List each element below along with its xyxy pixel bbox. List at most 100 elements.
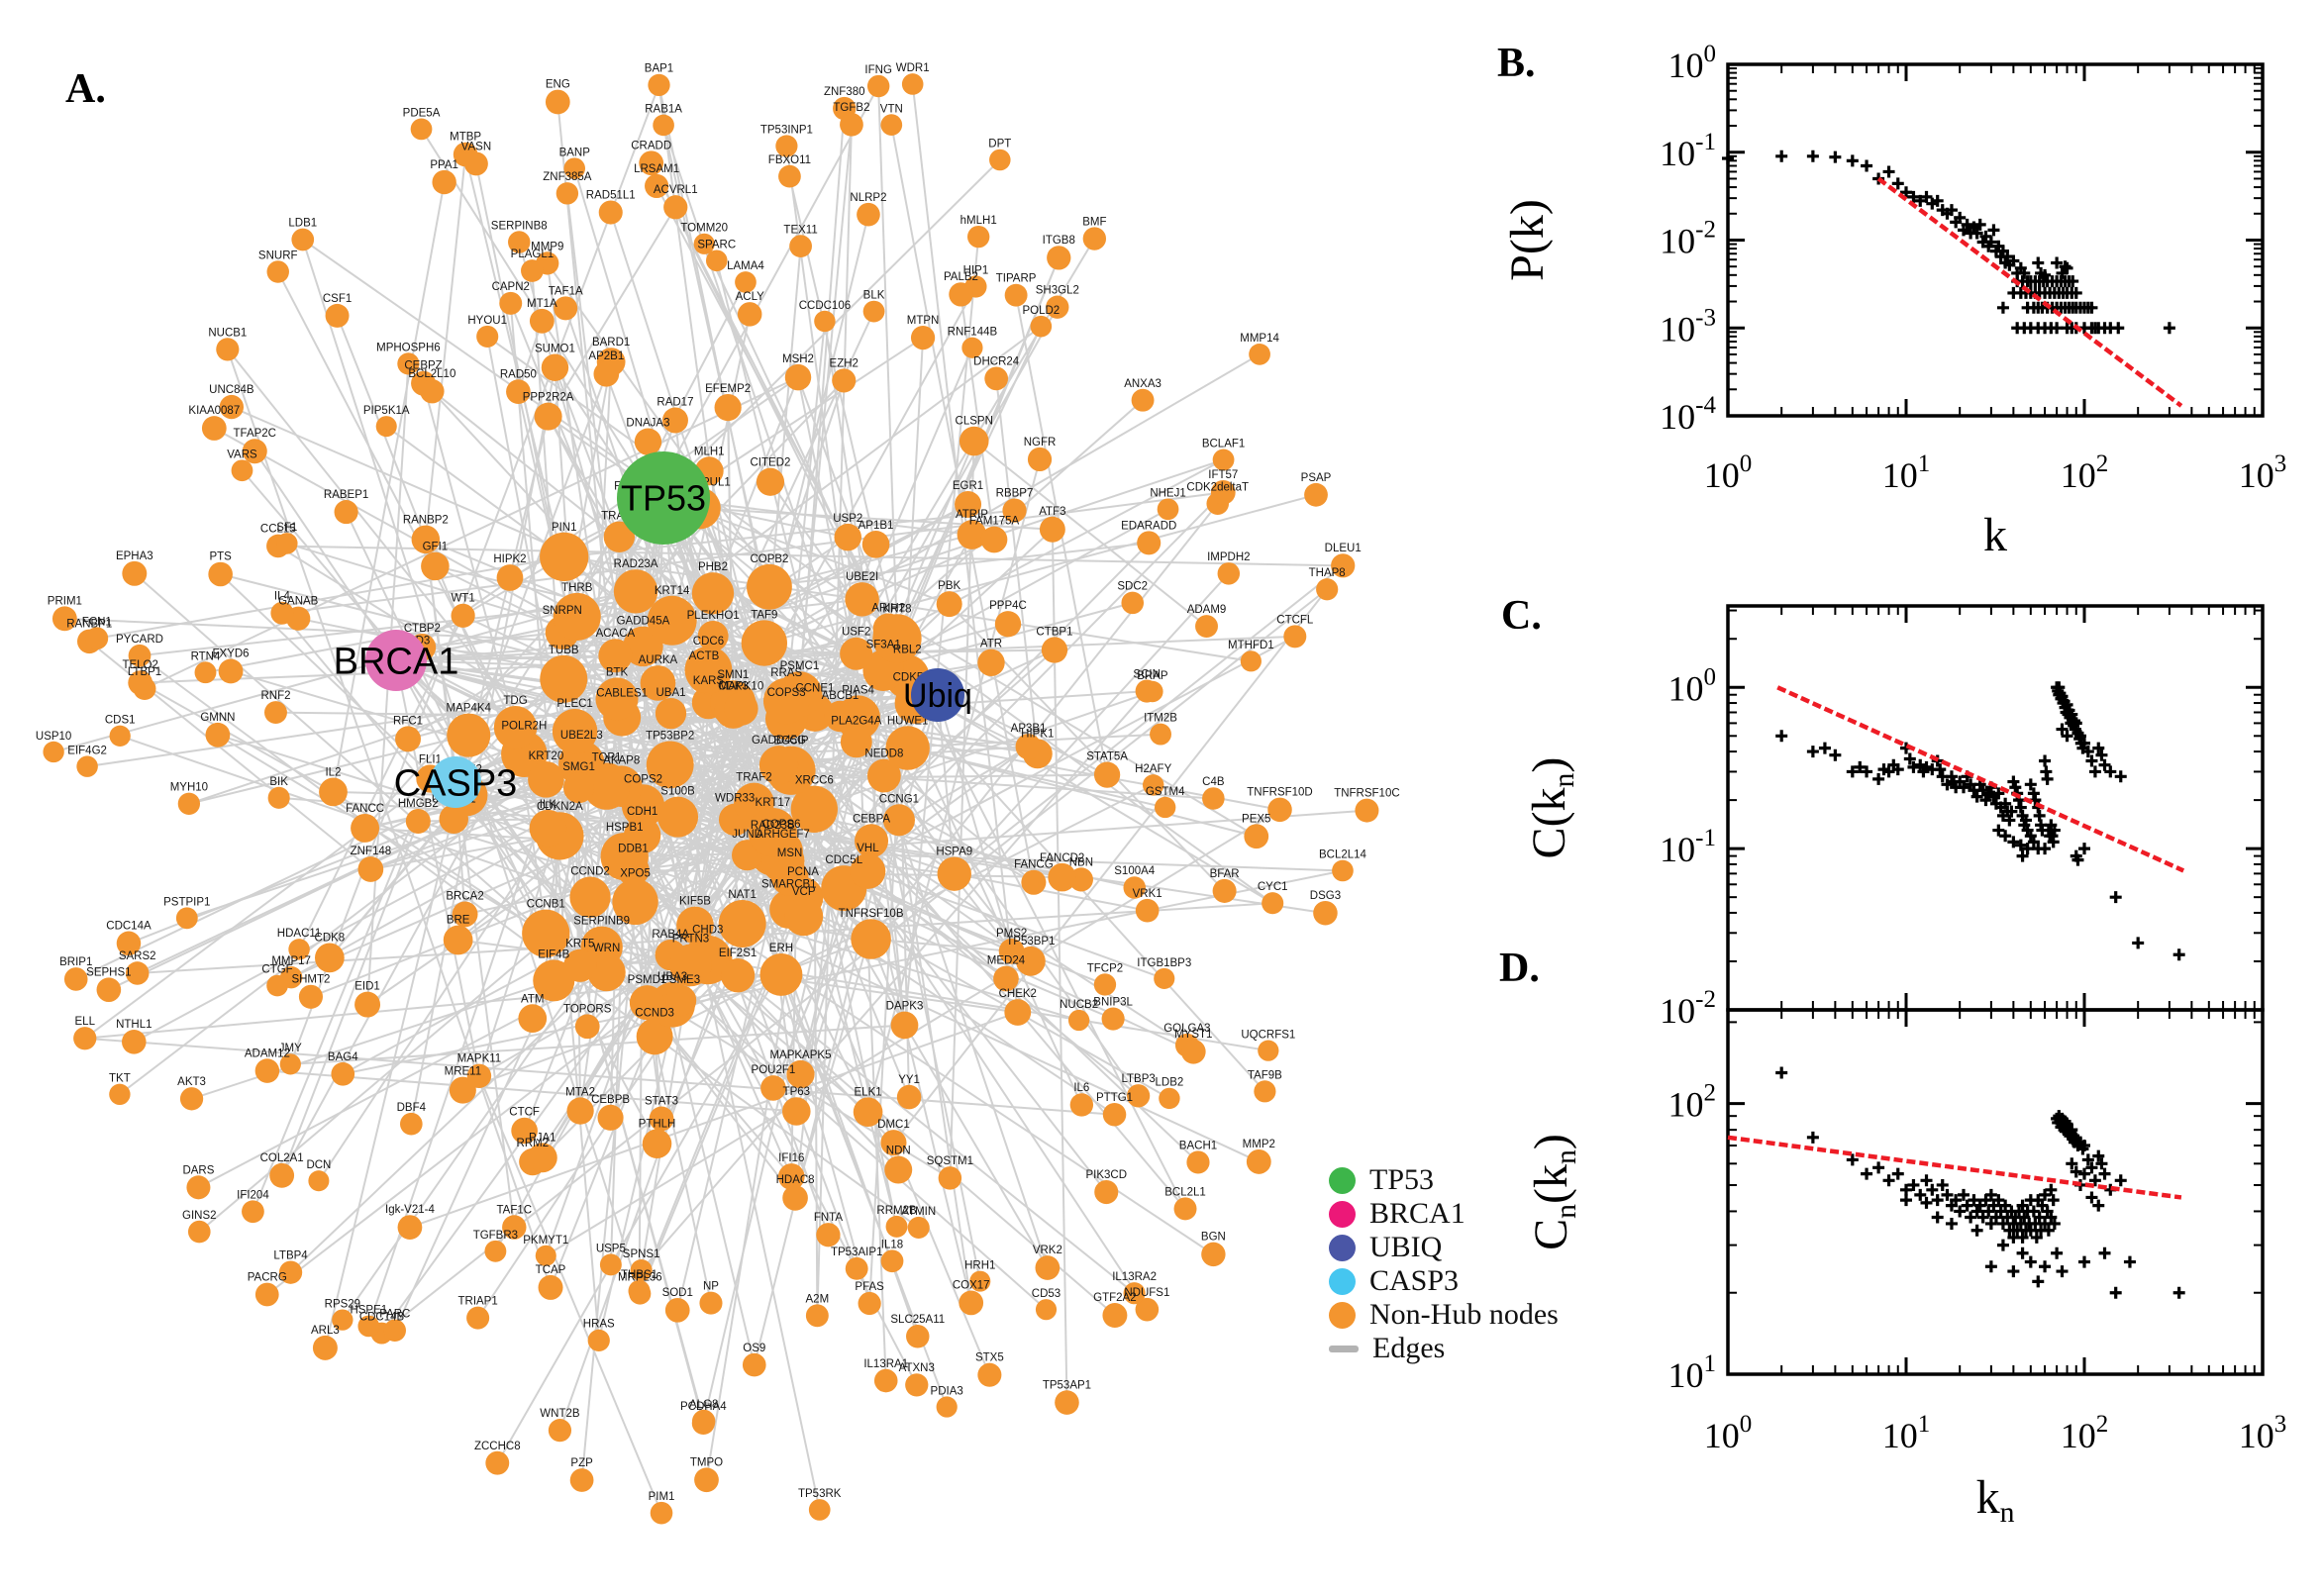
network-node-label: FAM175A [969,516,1020,528]
network-node-label: DNAJA3 [626,418,669,430]
network-nodes [43,73,1379,1525]
network-node [851,919,891,959]
network-node [432,169,456,195]
network-node [747,563,792,610]
plots-panel: 100 101 102 103 10-4 10-3 10-2 10-1 100 P(k) k 10-2… [1501,41,2286,1529]
network-node-label: COPB2 [750,553,788,565]
network-node [1135,898,1160,923]
network-node-label: DAPK3 [886,1001,924,1013]
network-node-label: KIAA0087 [188,405,240,417]
network-node-label: HSPB1 [606,822,644,834]
network-node-label: ADAM9 [1187,604,1227,616]
network-node [288,939,310,960]
scatter-points [1775,681,2185,961]
network-node-label: POLD2 [1022,305,1060,317]
network-node-label: ACLY [736,291,765,303]
network-node [612,878,658,926]
network-node-label: SQSTM1 [927,1155,973,1167]
network-node-label: IL6 [1073,1082,1089,1094]
network-node [218,658,244,684]
network-node [647,595,697,646]
network-node [201,416,227,441]
network-node-label: PIN1 [552,522,577,534]
legend: TP53 BRCA1 UBIQ CASP3 Non-Hub nodes Edge… [1329,1163,1559,1364]
network-node [694,1467,719,1493]
network-node-label: HDAC8 [776,1174,815,1186]
y-axis-title: C(kn) [1523,757,1580,859]
network-node-label: ATMIN [901,1206,936,1218]
network-node-label: ZNF385A [543,171,592,183]
scatter-points [1722,150,2175,335]
network-node-label: CCNE1 [795,683,834,695]
network-node-label: PCNA [787,866,819,878]
network-node [63,967,88,991]
network-node [748,808,797,857]
network-node [760,1075,786,1101]
network-node-label: CDC5L [825,854,862,866]
network-node-label: SPARC [697,239,736,250]
network-node [665,984,697,1017]
svg-text:101: 101 [1882,450,1931,495]
svg-text:102: 102 [2061,1411,2109,1455]
network-node-label: ENG [546,79,570,91]
network-node [1094,1180,1119,1205]
network-node [896,1084,922,1110]
network-node-label: PTS [209,551,232,563]
network-node [657,796,699,838]
network-node-label: TP53BP2 [646,730,694,742]
network-node [1035,1299,1058,1321]
fit-line [1727,1135,2182,1200]
network-node [1021,869,1047,895]
svg-text:102: 102 [2061,450,2109,495]
network-node [977,648,1005,677]
network-node-label: TP53RK [798,1488,842,1500]
network-node [506,379,531,404]
network-node-label: MTBP [450,132,481,144]
network-node [1332,859,1354,882]
network-node-label: H2AFY [1135,763,1171,775]
network-node [267,786,290,809]
network-node [840,726,872,758]
network-node-label: UBA3 [657,971,687,983]
network-node [959,426,989,456]
hub-node-ubiq [911,668,964,722]
network-node-label: POU2F1 [752,1064,796,1076]
network-node-label: ADAM12 [245,1047,290,1059]
network-node-label: ITGB1BP3 [1137,957,1191,969]
network-node [128,670,153,695]
network-node [906,1325,930,1348]
network-node [1173,1197,1197,1221]
network-node [476,325,499,348]
network-node [613,569,658,614]
network-node-label: ZNF148 [351,846,392,857]
network-node [314,943,345,973]
network-node-label: PJA1 [529,1132,556,1144]
network-node [325,303,350,328]
network-node-label: PMS2 [996,928,1027,940]
network-node [1121,591,1145,615]
network-node-label: BFAR [1210,868,1240,880]
network-node [989,149,1011,171]
legend-label: Non-Hub nodes [1369,1298,1559,1331]
svg-text:10-2: 10-2 [1660,986,1716,1031]
network-node [1046,295,1069,319]
network-node-label: TIPARP [996,273,1037,285]
network-node [566,1097,594,1125]
network-node-label: CCDC106 [799,300,851,312]
network-node [853,1097,883,1128]
network-node [1137,531,1162,555]
network-node-label: PFAS [855,1281,884,1293]
network-node [1126,1084,1151,1108]
network-node-label: PCDHA4 [680,1401,727,1413]
network-node [720,958,756,993]
network-node [397,1215,423,1240]
network-node-label: IMPDH2 [1207,551,1250,563]
network-node [669,944,712,987]
network-node-label: VASN [461,141,491,152]
network-node [276,533,298,554]
network-node-label: MAPK10 [719,681,763,693]
network-node-label: GADD45A [617,616,670,628]
network-node-label: BCL2L1 [1164,1186,1206,1198]
network-node [216,338,240,361]
network-node-label: DPT [988,139,1011,150]
